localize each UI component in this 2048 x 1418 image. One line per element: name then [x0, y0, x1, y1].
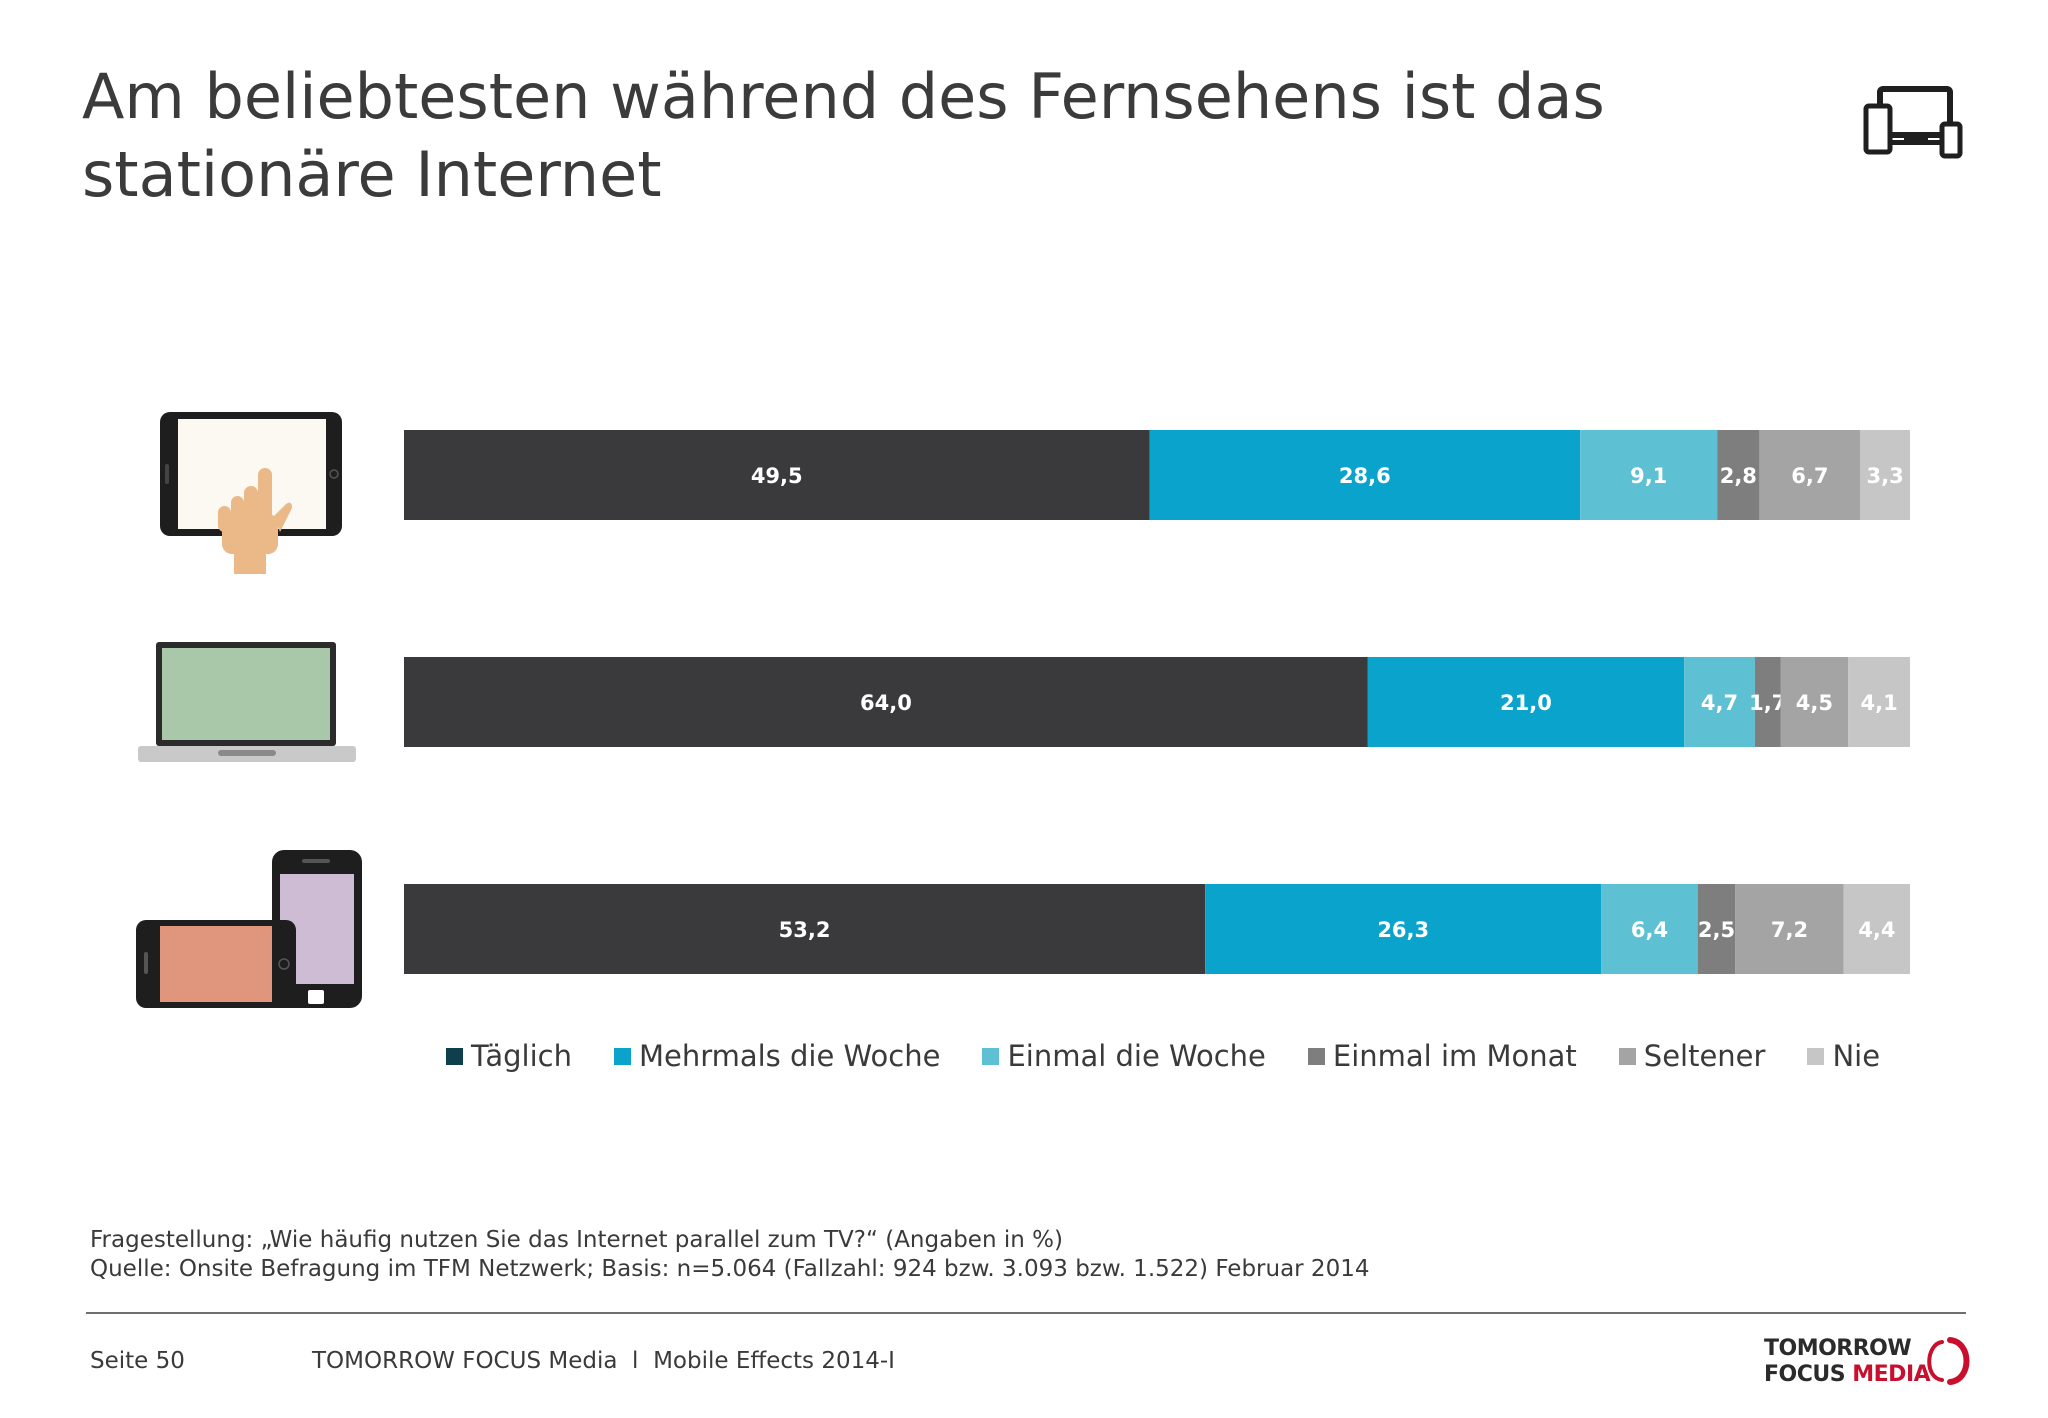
- legend-label: Einmal die Woche: [1007, 1039, 1266, 1073]
- bar-value-label: 4,5: [1796, 691, 1833, 715]
- laptop-icon: [138, 642, 356, 762]
- tablet-touch-icon: [160, 412, 342, 574]
- devices-icon: [1863, 86, 1963, 159]
- logo-text-top: TOMORROW: [1764, 1336, 1912, 1361]
- bar-value-label: 2,5: [1698, 918, 1735, 942]
- company-logo: TOMORROW FOCUS MEDIA: [1764, 1336, 1978, 1392]
- bar-value-label: 4,4: [1858, 918, 1895, 942]
- legend-item-einmal-die-woche: Einmal die Woche: [982, 1039, 1266, 1073]
- logo-arc-icon: [1927, 1337, 1970, 1385]
- bar-segment: [1754, 657, 1781, 747]
- legend-label: Einmal im Monat: [1332, 1039, 1577, 1073]
- bar-segment: [404, 430, 1150, 520]
- bar-value-label: 4,1: [1861, 691, 1898, 715]
- logo-text-bottom: FOCUS MEDIA: [1764, 1362, 1931, 1387]
- bar-value-label: 7,2: [1771, 918, 1808, 942]
- bar-segment: [1149, 430, 1581, 520]
- logo-text-media: MEDIA: [1852, 1362, 1931, 1387]
- legend-swatch: [446, 1047, 463, 1065]
- bar-segment: [1848, 657, 1910, 747]
- footnote-source: Quelle: Onsite Befragung im TFM Netzwerk…: [90, 1256, 1370, 1282]
- page-number: Seite 50: [90, 1348, 185, 1374]
- bar-segment: [1759, 430, 1861, 520]
- bar-value-label: 3,3: [1867, 464, 1904, 488]
- bar-segment: [1780, 657, 1849, 747]
- page-title: Am beliebtesten während des Fernsehens i…: [82, 60, 1605, 211]
- bar-value-label: 53,2: [779, 918, 831, 942]
- bar-segment: [1860, 430, 1910, 520]
- legend-label: Nie: [1832, 1039, 1881, 1073]
- bar-value-label: 6,4: [1631, 918, 1668, 942]
- bar-segment: [404, 884, 1206, 974]
- legend-swatch: [982, 1047, 1000, 1065]
- bar-segment: [1684, 657, 1755, 747]
- legend-label: Mehrmals die Woche: [638, 1039, 941, 1073]
- bar-value-label: 9,1: [1630, 464, 1667, 488]
- bar-value-label: 1,7: [1749, 691, 1786, 715]
- bar-value-label: 21,0: [1500, 691, 1552, 715]
- legend-swatch: [613, 1047, 631, 1065]
- bar-value-label: 6,7: [1791, 464, 1828, 488]
- legend-item-nie: Nie: [1807, 1039, 1880, 1073]
- bar-value-label: 4,7: [1701, 691, 1738, 715]
- bar-segment: [404, 657, 1368, 747]
- bar-segment: [1601, 884, 1698, 974]
- bar-segment: [1843, 884, 1910, 974]
- legend-swatch: [1307, 1047, 1325, 1065]
- legend-item-einmal-im-monat: Einmal im Monat: [1307, 1039, 1577, 1073]
- footnote: Fragestellung: „Wie häufig nutzen Sie da…: [90, 1226, 1369, 1284]
- bar-segment: [1580, 430, 1718, 520]
- legend-swatch: [1618, 1047, 1636, 1065]
- bar-value-label: 28,6: [1339, 464, 1391, 488]
- footer-divider: [86, 1312, 1966, 1314]
- legend-label: Täglich: [471, 1039, 572, 1073]
- bar-value-label: 64,0: [860, 691, 912, 715]
- bar-segment: [1367, 657, 1685, 747]
- footer-text: TOMORROW FOCUS Media l Mobile Effects 20…: [312, 1348, 895, 1374]
- bar-value-label: 49,5: [751, 464, 803, 488]
- legend-label: Seltener: [1643, 1039, 1766, 1073]
- legend-swatch: [1807, 1047, 1825, 1065]
- legend-item-seltener: Seltener: [1618, 1039, 1766, 1073]
- legend-item-mehrmals-die-woche: Mehrmals die Woche: [613, 1039, 941, 1073]
- bar-value-label: 2,8: [1720, 464, 1757, 488]
- chart-legend: Täglich Mehrmals die Woche Einmal die Wo…: [446, 1036, 1880, 1076]
- bar-segment: [1717, 430, 1760, 520]
- bar-value-label: 26,3: [1377, 918, 1429, 942]
- legend-item-taeglich: Täglich: [446, 1039, 572, 1073]
- footnote-question: Fragestellung: „Wie häufig nutzen Sie da…: [90, 1227, 1063, 1253]
- bar-segment: [1697, 884, 1736, 974]
- logo-text-focus: FOCUS: [1764, 1362, 1846, 1387]
- bar-segment: [1735, 884, 1844, 974]
- phone-tablet-icon: [136, 850, 362, 1008]
- bar-segment: [1205, 884, 1602, 974]
